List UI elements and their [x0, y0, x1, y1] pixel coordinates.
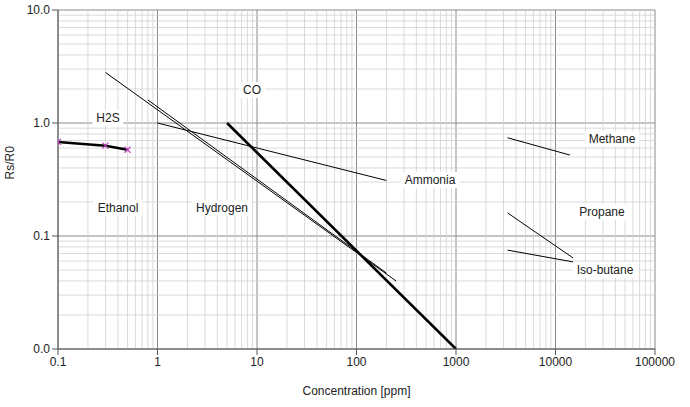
svg-text:100000: 100000	[635, 355, 675, 369]
svg-text:1.0: 1.0	[33, 116, 50, 130]
svg-text:0.1: 0.1	[33, 229, 50, 243]
html-text:CO: CO	[243, 83, 261, 97]
html-text:Iso-butane: Iso-butane	[576, 263, 634, 277]
svg-text:1000: 1000	[443, 355, 470, 369]
svg-text:0.0: 0.0	[33, 342, 50, 356]
svg-text:10.0: 10.0	[27, 3, 51, 17]
html-text:Ethanol: Ethanol	[97, 201, 139, 215]
svg-text:0.1: 0.1	[50, 355, 67, 369]
svg-text:10000: 10000	[539, 355, 573, 369]
svg-text:Concentration [ppm]: Concentration [ppm]	[302, 384, 410, 398]
svg-text:1: 1	[154, 355, 161, 369]
html-text:Hydrogen: Hydrogen	[196, 201, 248, 215]
html-text:Methane: Methane	[588, 132, 636, 146]
svg-text:Rs/R0: Rs/R0	[8, 146, 17, 180]
html-text:Propane: Propane	[579, 205, 625, 219]
svg-text:10: 10	[250, 355, 264, 369]
svg-text:100: 100	[346, 355, 366, 369]
html-text:H2S: H2S	[96, 111, 120, 125]
html-text:Ammonia: Ammonia	[404, 173, 456, 187]
